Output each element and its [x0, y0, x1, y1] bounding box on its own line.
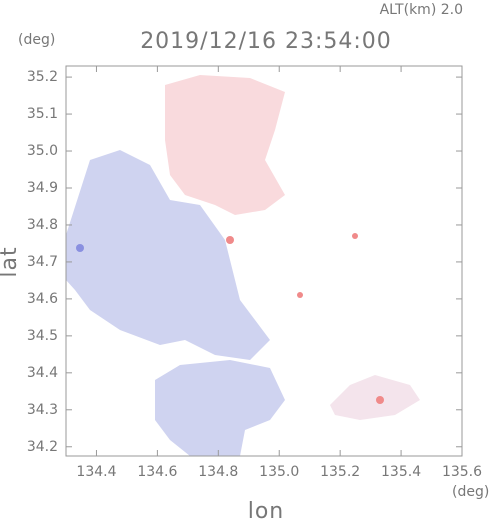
echo-cell	[297, 292, 303, 298]
y-tick-label: 34.6	[27, 291, 58, 307]
plot-frame	[65, 65, 463, 457]
x-tick-label: 134.6	[137, 464, 177, 480]
echo-cell	[352, 233, 358, 239]
y-tick-label: 35.1	[27, 106, 58, 122]
x-tick-label: 135.6	[442, 464, 482, 480]
echo-cell	[376, 396, 384, 404]
x-axis-label: lon	[248, 499, 285, 521]
y-tick-label: 34.7	[27, 254, 58, 270]
echo-cell	[76, 244, 84, 252]
y-tick-label: 34.8	[27, 217, 58, 233]
echo-region	[330, 375, 420, 420]
radar-field	[66, 75, 420, 456]
x-tick-label: 134.8	[198, 464, 238, 480]
y-axis-label: lat	[0, 246, 22, 277]
x-tick-label: 135.2	[320, 464, 360, 480]
echo-region	[66, 150, 270, 360]
echo-cell	[226, 236, 234, 244]
echo-region	[155, 360, 285, 456]
echo-region	[165, 75, 285, 215]
altitude-label: ALT(km) 2.0	[380, 2, 463, 18]
y-tick-label: 34.2	[27, 439, 58, 455]
y-tick-label: 34.9	[27, 180, 58, 196]
x-tick-label: 134.4	[76, 464, 116, 480]
x-tick-label: 135.0	[259, 464, 299, 480]
y-tick-label: 35.0	[27, 143, 58, 159]
y-tick-label: 35.2	[27, 69, 58, 85]
chart-title: 2019/12/16 23:54:00	[140, 29, 392, 54]
y-tick-label: 34.4	[27, 365, 58, 381]
x-unit: (deg)	[452, 484, 489, 500]
y-unit: (deg)	[18, 32, 55, 48]
x-tick-label: 135.4	[381, 464, 421, 480]
y-tick-label: 34.5	[27, 328, 58, 344]
y-tick-label: 34.3	[27, 402, 58, 418]
